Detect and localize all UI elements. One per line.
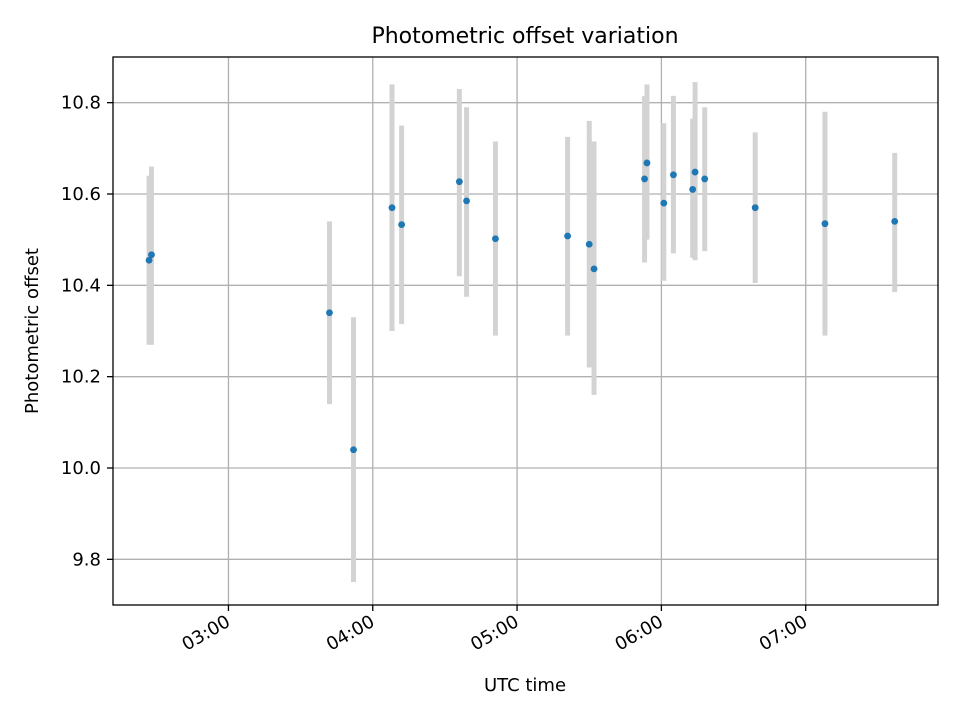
x-tick-label: 06:00: [611, 611, 666, 655]
y-tick-label: 10.8: [61, 93, 101, 114]
grid-lines: [113, 57, 938, 605]
data-point: [463, 197, 470, 205]
data-point: [670, 171, 677, 179]
chart-title: Photometric offset variation: [371, 24, 678, 49]
data-point: [350, 446, 357, 454]
data-point: [148, 251, 155, 259]
data-point: [326, 309, 333, 317]
data-point: [398, 221, 406, 228]
data-point: [564, 232, 571, 240]
x-tick-label: 04:00: [323, 611, 378, 655]
y-tick-label: 9.8: [72, 549, 101, 570]
plot-frame: [112, 56, 939, 606]
data-point: [388, 204, 396, 212]
data-point: [590, 265, 598, 273]
data-point: [751, 204, 759, 212]
y-axis-label: Photometric offset: [22, 248, 43, 414]
x-tick-label: 05:00: [467, 611, 522, 655]
data-point: [643, 159, 651, 167]
data-point: [492, 235, 499, 243]
data-point: [701, 175, 709, 183]
error-bars: [146, 82, 898, 583]
y-axis-ticks: 9.8 10.0 10.2 10.4 10.6 10.8: [61, 93, 113, 570]
data-point: [821, 220, 829, 228]
data-point: [641, 175, 648, 183]
y-tick-label: 10.6: [61, 184, 101, 205]
x-axis-label: UTC time: [484, 675, 566, 696]
y-tick-label: 10.4: [61, 275, 101, 296]
data-point: [145, 256, 153, 264]
y-tick-label: 10.2: [61, 367, 101, 388]
data-point: [455, 178, 463, 186]
data-point: [585, 240, 593, 248]
x-tick-label: 03:00: [179, 611, 234, 655]
data-point: [691, 168, 699, 176]
x-axis-ticks: 03:00 04:00 05:00 06:00 07:00: [179, 605, 811, 655]
data-point: [660, 199, 668, 207]
data-point: [689, 186, 697, 193]
x-tick-label: 07:00: [756, 611, 811, 655]
y-tick-label: 10.0: [61, 458, 101, 479]
data-points: [145, 159, 899, 454]
data-point: [891, 218, 899, 225]
